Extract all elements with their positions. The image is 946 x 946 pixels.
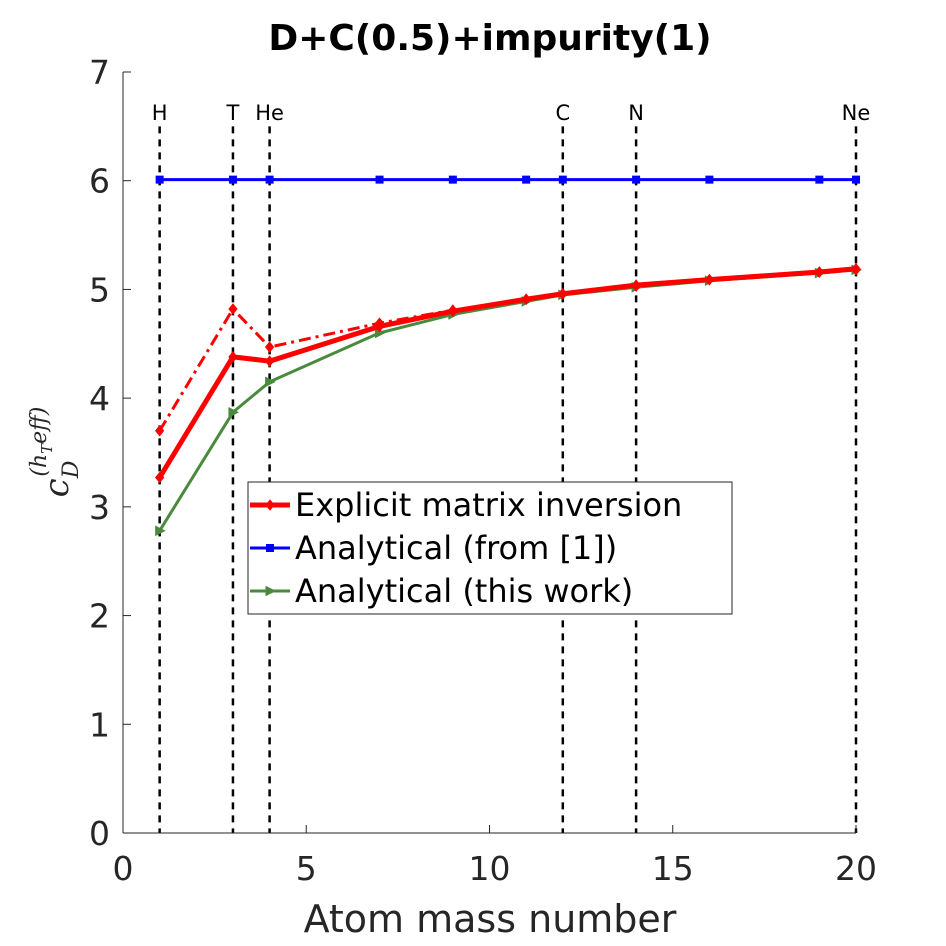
series-0-point <box>374 320 385 333</box>
series-0-point <box>155 471 165 484</box>
series-2-point <box>815 175 824 184</box>
legend-marker-1 <box>266 544 274 552</box>
series-2-point <box>265 175 274 184</box>
y-tick-label: 4 <box>89 379 110 418</box>
series-0-point <box>264 355 275 367</box>
series-0-point <box>521 293 531 306</box>
series-3-point <box>155 525 166 537</box>
element-label-c: C <box>555 101 570 125</box>
series-1-point <box>228 303 238 315</box>
legend-label-1: Analytical (from [1]) <box>295 529 617 567</box>
y-axis-label-base: c <box>37 478 77 497</box>
element-marker-lines <box>158 126 858 833</box>
x-axis-label: Atom mass number <box>304 897 677 941</box>
series-3-point <box>228 406 240 418</box>
y-axis-ticks: 0 1 2 3 4 5 6 7 <box>89 53 131 853</box>
series-2-point <box>632 175 641 184</box>
legend-marker-0 <box>265 499 275 511</box>
series-0 <box>155 262 861 484</box>
y-axis-label-sub: D <box>59 460 84 479</box>
series-2-point <box>558 175 567 184</box>
series-2-point <box>155 175 164 184</box>
y-tick-label: 1 <box>89 705 110 744</box>
series-line-0 <box>157 266 857 479</box>
legend-box <box>247 481 733 615</box>
x-tick-label: 20 <box>835 849 877 888</box>
element-label-h: H <box>152 101 168 125</box>
series-2-point <box>228 175 237 184</box>
y-tick-label: 7 <box>89 53 110 92</box>
element-label-n: N <box>628 101 644 125</box>
legend-item-2: Analytical (this work) <box>250 572 633 610</box>
series-1 <box>155 264 861 437</box>
series-0-point <box>814 266 824 278</box>
y-tick-label: 5 <box>89 270 110 309</box>
element-label-he: He <box>255 101 284 125</box>
legend-item-0: Explicit matrix inversion <box>250 486 682 524</box>
legend: Explicit matrix inversion Analytical (fro… <box>247 481 733 615</box>
y-tick-label: 6 <box>89 162 110 201</box>
y-axis-label-sup: (h <box>27 454 52 477</box>
series-0-point <box>631 279 641 291</box>
element-label-t: T <box>226 101 240 125</box>
x-tick-label: 15 <box>652 849 694 888</box>
series-0-point <box>228 351 238 363</box>
series-0-point <box>448 305 458 317</box>
series-2-point <box>522 175 531 184</box>
x-tick-label: 0 <box>113 849 134 888</box>
series-2 <box>155 175 860 184</box>
series-0-point <box>851 262 861 275</box>
y-tick-label: 3 <box>89 488 110 527</box>
series-2-point <box>705 175 714 184</box>
series-2-point <box>852 175 860 184</box>
series-layer <box>155 175 863 537</box>
series-1-point <box>264 341 275 353</box>
element-marker-labels: H T He C N Ne <box>152 101 871 125</box>
series-3-point <box>265 376 276 388</box>
x-axis-ticks: 0 5 10 15 20 <box>113 825 877 888</box>
legend-label-2: Analytical (this work) <box>295 572 633 610</box>
y-axis-label-sup-sub: T <box>38 443 56 454</box>
y-axis-label: cD (hTeff) <box>27 407 84 498</box>
y-tick-label: 2 <box>89 597 110 636</box>
legend-marker-2 <box>265 585 277 597</box>
element-label-ne: Ne <box>842 101 871 125</box>
series-1-point <box>155 424 165 437</box>
y-axis-label-sup-tail: eff) <box>27 407 52 444</box>
legend-label-0: Explicit matrix inversion <box>295 486 682 524</box>
legend-item-1: Analytical (from [1]) <box>250 529 617 567</box>
series-0-point <box>558 287 568 300</box>
chart-title: D+C(0.5)+impurity(1) <box>268 18 711 59</box>
svg-text:cD(hTeff): cD (hTeff) <box>27 407 84 498</box>
series-2-point <box>375 175 384 184</box>
x-tick-label: 5 <box>296 849 317 888</box>
series-0-point <box>704 273 715 286</box>
x-tick-label: 10 <box>469 849 511 888</box>
series-2-point <box>448 175 457 184</box>
series-line-1 <box>158 268 857 432</box>
y-tick-label: 0 <box>89 814 110 853</box>
